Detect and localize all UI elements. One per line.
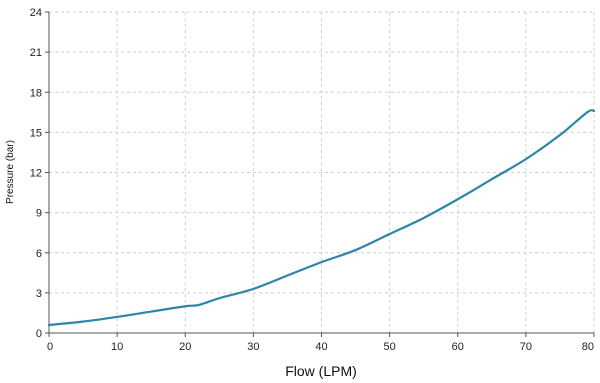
x-tick-label: 10 bbox=[111, 341, 123, 353]
y-axis-title: Pressure (bar) bbox=[5, 140, 16, 204]
y-tick-label: 24 bbox=[30, 7, 42, 19]
x-tick-labels: 0 10 20 30 40 50 60 70 80 bbox=[47, 341, 594, 353]
x-tick-label: 50 bbox=[384, 341, 396, 353]
x-tick-label: 0 bbox=[47, 341, 53, 353]
y-tick-label: 3 bbox=[36, 288, 42, 300]
x-axis-title: Flow (LPM) bbox=[285, 363, 357, 379]
grid-lines bbox=[49, 11, 595, 333]
y-tick-label: 15 bbox=[30, 127, 42, 139]
series-line bbox=[47, 109, 596, 327]
y-tick-labels: 0 3 6 9 12 15 18 21 24 bbox=[30, 7, 42, 340]
y-tick-label: 6 bbox=[36, 248, 42, 260]
x-tick-label: 30 bbox=[247, 341, 259, 353]
x-tick-label: 60 bbox=[452, 341, 464, 353]
y-tick-label: 9 bbox=[36, 208, 42, 220]
y-tick-label: 12 bbox=[30, 168, 42, 180]
x-tick-label: 40 bbox=[315, 341, 327, 353]
y-tick-label: 0 bbox=[36, 328, 42, 340]
y-tick-label: 21 bbox=[30, 47, 42, 59]
x-tick-label: 20 bbox=[179, 341, 191, 353]
x-tick-label: 70 bbox=[520, 341, 532, 353]
data-series bbox=[47, 109, 596, 327]
y-tick-label: 18 bbox=[30, 87, 42, 99]
x-tick-label: 80 bbox=[582, 341, 594, 353]
axes bbox=[45, 11, 595, 337]
